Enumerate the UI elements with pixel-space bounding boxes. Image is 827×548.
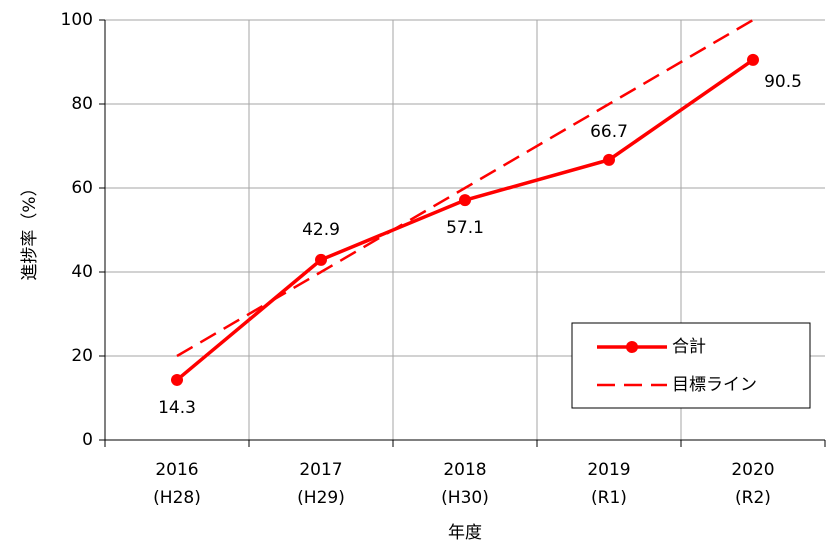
legend-marker — [626, 341, 638, 353]
y-tick-label: 40 — [71, 262, 93, 282]
y-tick-label: 80 — [71, 94, 93, 114]
x-tick-label: 2018 (H30) — [441, 460, 489, 508]
y-tick-label: 20 — [71, 346, 93, 366]
point — [747, 53, 759, 66]
y-tick-label: 60 — [71, 178, 93, 198]
x-tick-label: 2019 (R1) — [587, 460, 630, 508]
x-tick-label: 2020 (R2) — [731, 460, 774, 508]
y-axis-label: 進捗率（%） — [20, 179, 40, 280]
data-label: 90.5 — [764, 72, 802, 92]
y-tick-label: 100 — [61, 10, 93, 30]
y-tick-label: 0 — [82, 430, 93, 450]
x-tick-label: 2017 (H29) — [297, 460, 345, 508]
point — [171, 373, 183, 386]
data-label: 14.3 — [158, 398, 196, 418]
point — [603, 153, 615, 166]
x-tick-label: 2016 (H28) — [153, 460, 201, 508]
data-label: 42.9 — [302, 220, 340, 240]
data-label: 57.1 — [446, 218, 484, 238]
point — [315, 253, 327, 266]
legend-label: 合計 — [672, 337, 706, 357]
legend-box — [571, 322, 811, 409]
legend-label: 目標ライン — [672, 375, 757, 395]
point — [459, 194, 471, 207]
x-axis-label: 年度 — [448, 523, 482, 543]
data-label: 66.7 — [590, 122, 628, 142]
